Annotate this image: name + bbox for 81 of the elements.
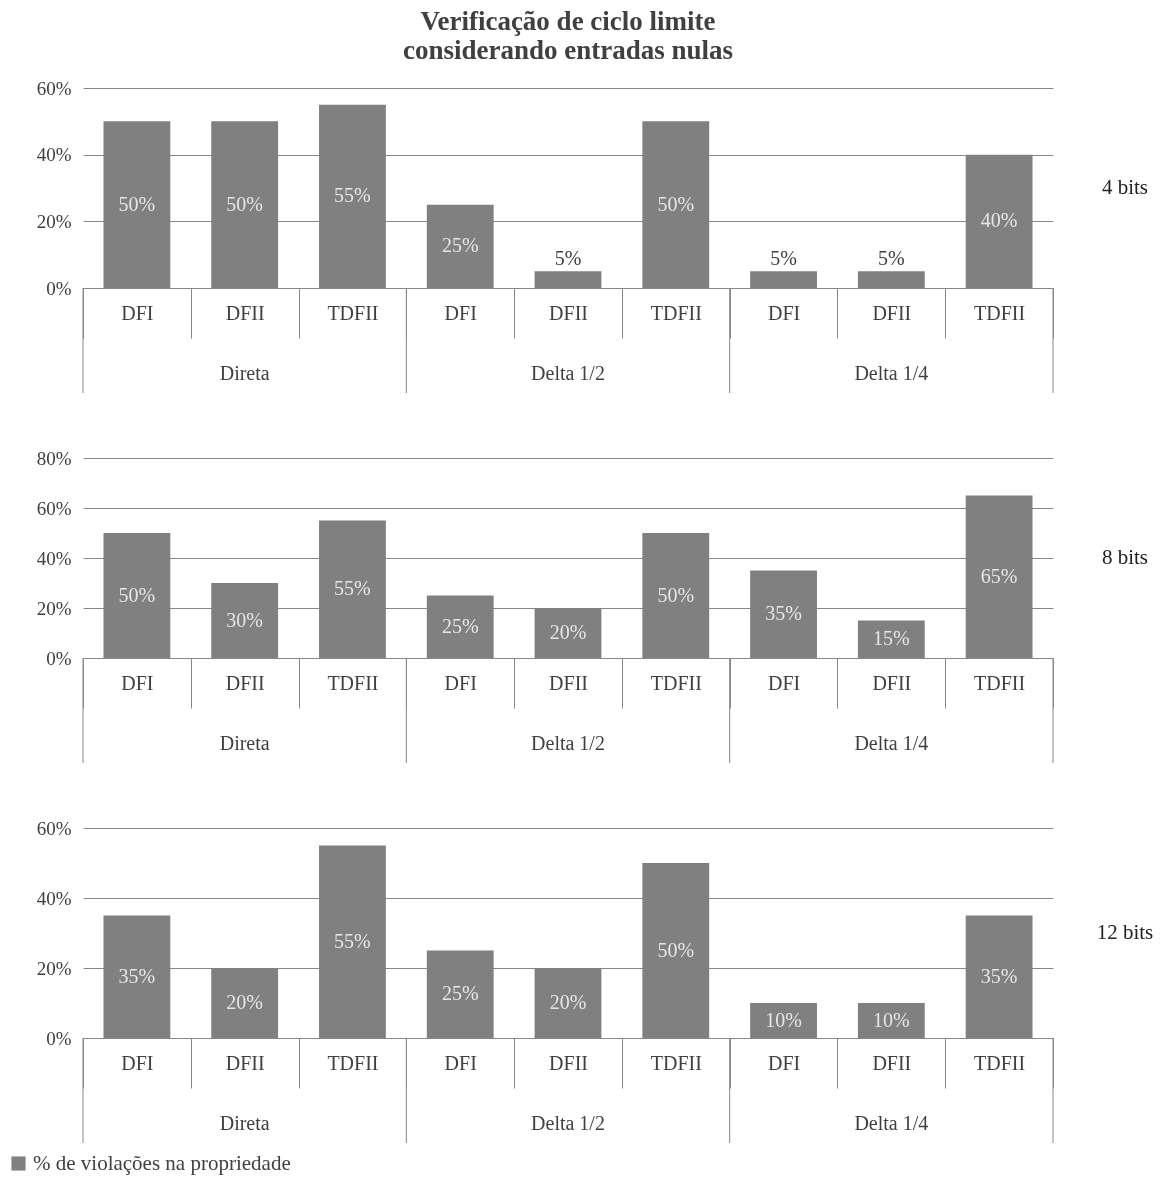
x-tick-label: DFII [225, 671, 265, 694]
text: Direta [219, 732, 270, 754]
x-tick-label: DFII [225, 1051, 265, 1074]
y2-axis-title: 8 bits [1101, 545, 1149, 569]
x-tick-label: DFII [549, 1051, 588, 1074]
x-tick-label: DFI [767, 1051, 801, 1074]
text: Direta [219, 1112, 270, 1134]
data-label: 5% [878, 247, 905, 270]
y-tick-label: 20% [36, 597, 72, 619]
y2-axis-title: 12 bits [1096, 920, 1154, 944]
text: Direta [219, 362, 270, 384]
data-label: 5% [770, 247, 797, 270]
data-label: 50% [657, 938, 695, 961]
data-label: 35% [980, 964, 1018, 987]
data-label: 15% [873, 627, 910, 650]
data-label: 50% [657, 583, 695, 606]
text: Delta 1/4 [854, 1112, 929, 1134]
x-tick-label: DFI [444, 671, 477, 694]
text: Delta 1/2 [531, 732, 605, 754]
x-tick-label: DFI [444, 301, 477, 324]
data-label: 50% [657, 192, 695, 215]
x-tick-label: TDFII [327, 671, 379, 694]
x-tick-label: DFII [549, 671, 588, 694]
x-tick-label: DFI [121, 671, 154, 694]
x-tick-label: TDFII [650, 301, 702, 324]
data-label: 55% [334, 577, 371, 600]
chart-title: Verificação de ciclo limite considerando entradas nulas [402, 6, 734, 65]
data-label: 35% [118, 964, 156, 987]
data-label: 35% [765, 602, 802, 625]
data-label: 25% [441, 234, 479, 257]
data-label: 55% [334, 929, 371, 952]
legend-label: % de violações na propriedade [33, 1150, 291, 1175]
y-tick-label: 0% [46, 1027, 72, 1049]
y-tick-label: 0% [46, 647, 72, 669]
text: Delta 1/2 [531, 362, 605, 384]
y-tick-label: 60% [36, 77, 72, 99]
y-tick-label: 40% [36, 887, 72, 909]
x-tick-label: DFI [121, 301, 154, 324]
y-tick-label: 0% [46, 277, 72, 299]
data-label: 10% [873, 1008, 910, 1031]
x-tick-label: DFI [121, 1051, 154, 1074]
data-label: 5% [554, 247, 582, 270]
x-tick-label: DFII [872, 301, 912, 324]
y-tick-label: 60% [36, 817, 72, 839]
x-tick-label: DFI [444, 1051, 477, 1074]
data-label: 25% [441, 614, 479, 637]
x-tick-label: TDFII [327, 1051, 379, 1074]
data-label: 20% [549, 991, 587, 1013]
y-tick-label: 40% [36, 547, 72, 569]
data-label: 50% [226, 192, 263, 215]
text: Delta 1/2 [531, 1112, 605, 1134]
x-tick-label: DFII [872, 671, 912, 694]
x-tick-label: DFI [767, 301, 801, 324]
data-label: 50% [118, 583, 156, 606]
data-label: 50% [118, 192, 156, 215]
data-label: 25% [441, 982, 479, 1005]
x-tick-label: DFI [767, 671, 801, 694]
x-tick-label: DFII [225, 301, 265, 324]
x-tick-label: TDFII [327, 301, 379, 324]
data-label: 10% [765, 1008, 802, 1031]
y-tick-label: 80% [36, 447, 72, 469]
x-tick-label: TDFII [974, 301, 1026, 324]
x-tick-label: TDFII [974, 1051, 1026, 1074]
text: Delta 1/4 [854, 362, 929, 384]
text: Delta 1/4 [854, 732, 929, 754]
data-label: 55% [334, 184, 371, 207]
y-tick-label: 40% [36, 144, 72, 166]
y2-axis-title: 4 bits [1101, 175, 1149, 199]
x-tick-label: TDFII [650, 671, 702, 694]
y-tick-label: 60% [36, 497, 72, 519]
x-tick-label: DFII [549, 301, 588, 324]
data-label: 30% [226, 608, 263, 631]
data-label: 20% [226, 991, 263, 1013]
y-tick-label: 20% [36, 210, 72, 232]
data-label: 40% [980, 209, 1018, 232]
y-tick-label: 20% [36, 957, 72, 979]
data-label: 20% [549, 621, 587, 643]
x-tick-label: TDFII [650, 1051, 702, 1074]
x-tick-label: DFII [872, 1051, 912, 1074]
x-tick-label: TDFII [974, 671, 1026, 694]
data-label: 65% [980, 564, 1018, 587]
